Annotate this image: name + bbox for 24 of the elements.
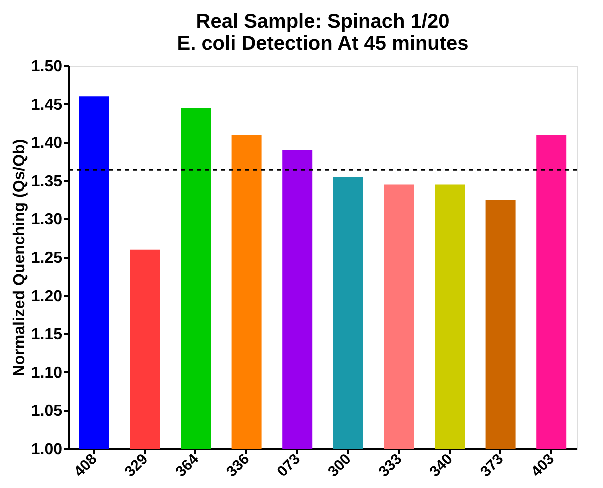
x-tick-label: 403 — [528, 450, 558, 481]
x-tick-label: 073 — [274, 450, 304, 481]
y-tick-label: 1.00 — [31, 442, 63, 458]
y-tick-label: 1.50 — [31, 58, 63, 76]
x-tick-label: 300 — [325, 450, 355, 481]
y-tick-label: 1.30 — [31, 212, 63, 229]
y-tick-label: 1.35 — [31, 173, 63, 190]
text: Real Sample: Spinach 1/20 — [196, 11, 450, 33]
x-tick-label: 329 — [122, 450, 152, 481]
y-tick-label: 1.10 — [31, 364, 63, 382]
x-tick-label: 333 — [376, 450, 406, 481]
y-tick-label: 1.45 — [31, 96, 63, 114]
y-axis-title: Normalized Quenching (Qs/Qb) — [11, 139, 28, 377]
y-tick-label: 1.25 — [31, 250, 63, 267]
y-tick-label: 1.40 — [31, 135, 63, 152]
y-tick-label: 1.05 — [31, 403, 63, 420]
x-tick-label: 364 — [172, 450, 203, 481]
text: E. coli Detection At 45 minutes — [177, 33, 469, 55]
y-tick-label: 1.20 — [31, 288, 63, 306]
x-tick-label: 340 — [426, 450, 456, 481]
x-tick-label: 373 — [477, 450, 508, 481]
x-tick-label: 408 — [71, 450, 101, 481]
x-tick-label: 336 — [223, 450, 254, 481]
y-tick-label: 1.15 — [31, 326, 63, 344]
